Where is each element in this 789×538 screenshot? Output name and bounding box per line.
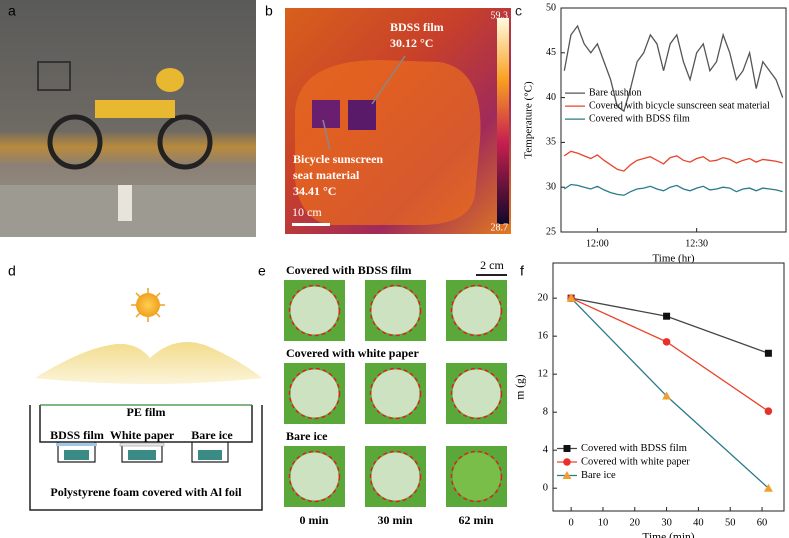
colorbar-min: 28.7 — [491, 222, 509, 233]
marker — [566, 293, 576, 302]
x-tick-label: 30 — [661, 517, 672, 528]
row-title: Covered with BDSS film — [286, 263, 411, 277]
ice-outline — [288, 367, 341, 420]
x-tick-label: 10 — [598, 517, 609, 528]
marker — [763, 483, 773, 492]
legend-label: Covered with BDSS film — [581, 443, 687, 454]
ice — [452, 452, 501, 501]
diagram-label: Bare ice — [191, 428, 233, 442]
diagram-label: Polystyrene foam covered with Al foil — [50, 485, 242, 499]
diagram-label: PE film — [127, 405, 166, 419]
y-tick-label: 45 — [546, 47, 556, 58]
y-tick-label: 16 — [538, 331, 549, 342]
ice-outline — [369, 367, 422, 420]
ice-outline — [288, 284, 341, 337]
ice-outline — [450, 367, 503, 420]
legend-label: Covered with white paper — [581, 456, 690, 467]
y-tick-label: 4 — [543, 445, 549, 456]
marker — [663, 312, 671, 320]
marker — [764, 407, 773, 416]
x-tick-label: 50 — [725, 517, 736, 528]
ice — [290, 369, 339, 418]
marker — [563, 445, 571, 452]
legend-label: Covered with bicycle sunscreen seat mate… — [589, 100, 770, 111]
ice — [290, 286, 339, 335]
marker — [563, 458, 571, 466]
colorbar-max: 59.3 — [491, 10, 509, 21]
ice — [452, 369, 501, 418]
annotation: 30.12 °C — [390, 36, 433, 50]
scale-bar-label: 2 cm — [480, 258, 504, 272]
y-tick-label: 12 — [538, 369, 549, 380]
panel-label: d — [8, 263, 16, 279]
series-line — [571, 297, 769, 354]
legend-label: Bare ice — [581, 470, 616, 481]
plot-frame — [560, 7, 787, 233]
annotation: 34.41 °C — [293, 184, 336, 198]
y-axis-label: Temperature (°C) — [523, 81, 535, 159]
ice-outline — [288, 450, 341, 503]
ice-outline — [369, 450, 422, 503]
row-title: Covered with white paper — [286, 346, 419, 360]
column-label: 30 min — [377, 513, 412, 527]
ice-outline — [450, 284, 503, 337]
ice-outline — [369, 284, 422, 337]
panel-label: e — [258, 263, 266, 279]
ice — [290, 452, 339, 501]
y-axis-label: m (g) — [515, 374, 527, 399]
marker — [764, 349, 772, 357]
thermal-image — [285, 8, 511, 234]
annotation: BDSS film — [390, 20, 444, 34]
x-axis-label: Time (min) — [642, 532, 694, 538]
ice-outline — [450, 450, 503, 503]
x-tick-label: 12:00 — [586, 238, 609, 249]
annotation: seat material — [293, 168, 360, 182]
series-line — [563, 24, 784, 113]
row-title: Bare ice — [286, 429, 328, 443]
x-tick-label: 40 — [693, 517, 704, 528]
diagram-label: BDSS film — [50, 428, 104, 442]
x-axis-label: Time (hr) — [652, 253, 694, 265]
plot-frame — [552, 262, 785, 512]
ice — [371, 452, 420, 501]
marker — [662, 391, 672, 400]
diagram — [29, 288, 263, 511]
column-label: 62 min — [458, 513, 493, 527]
marker — [662, 338, 671, 346]
ice — [371, 286, 420, 335]
y-tick-label: 0 — [543, 483, 548, 494]
panel-label: a — [8, 3, 16, 19]
x-tick-label: 20 — [630, 517, 641, 528]
y-tick-label: 20 — [538, 293, 549, 304]
photo-grid — [284, 280, 507, 507]
y-tick-label: 25 — [546, 226, 556, 237]
legend-label: Bare cushion — [589, 87, 642, 98]
x-tick-label: 12:30 — [685, 238, 708, 249]
ice — [371, 369, 420, 418]
panel-label: c — [515, 3, 522, 19]
legend-label: Covered with BDSS film — [589, 113, 690, 124]
x-tick-label: 60 — [757, 517, 768, 528]
panel-label: b — [265, 3, 273, 19]
series-line — [563, 183, 783, 196]
panel-label: f — [520, 263, 524, 279]
ice — [452, 286, 501, 335]
y-tick-label: 30 — [546, 181, 556, 192]
marker — [562, 471, 572, 479]
y-tick-label: 40 — [546, 92, 556, 103]
diagram-label: White paper — [110, 428, 175, 442]
scale-bar-label: 10 cm — [292, 205, 322, 219]
series-line — [563, 150, 783, 172]
y-tick-label: 8 — [543, 407, 548, 418]
column-label: 0 min — [299, 513, 328, 527]
y-tick-label: 50 — [546, 2, 556, 13]
annotation: Bicycle sunscreen — [293, 152, 383, 166]
photo-a — [0, 0, 256, 237]
x-tick-label: 0 — [569, 517, 574, 528]
y-tick-label: 35 — [546, 137, 556, 148]
